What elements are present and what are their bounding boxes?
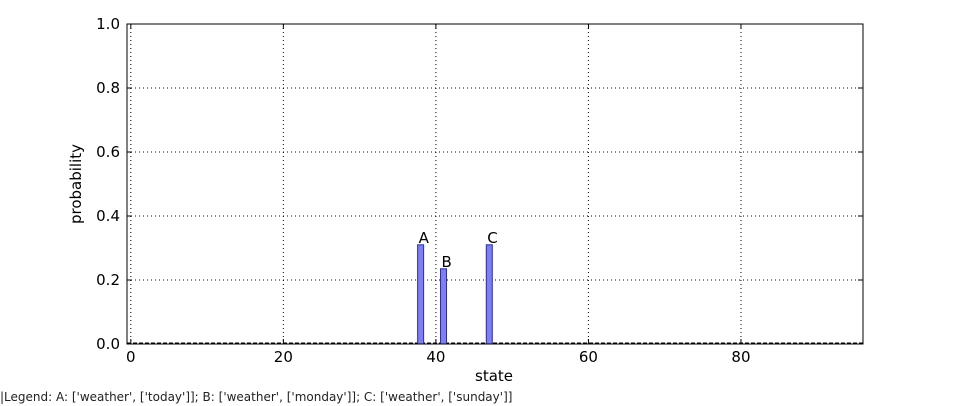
legend-caption: |Legend: A: ['weather', ['today']]; B: […	[0, 390, 513, 404]
bar-labels: AB C	[419, 229, 498, 271]
x-axis-label: state	[475, 367, 513, 385]
bar-label: A	[419, 229, 430, 247]
y-tick-label: 0.8	[96, 79, 120, 97]
bar-label: B	[442, 253, 452, 271]
x-tick-label: 40	[426, 348, 445, 366]
bars	[417, 244, 493, 345]
x-tick-label: 80	[731, 348, 750, 366]
grid-lines	[127, 23, 863, 345]
axis-ticks: 0.0 0.2 0.4 0.6 0.8 1.0 0 20 40 60 80	[96, 15, 863, 366]
plot-frame	[126, 23, 864, 345]
y-tick-label: 0.0	[96, 335, 120, 353]
bar	[417, 244, 425, 345]
bar-label: C	[487, 229, 497, 247]
y-tick-label: 0.6	[96, 143, 120, 161]
x-tick-label: 60	[579, 348, 598, 366]
bar-chart: AB C 0.0 0.2 0.4 0.6 0.8 1.0 0 20 40 60 80 state pr…	[67, 15, 864, 385]
y-axis-label: probability	[67, 144, 85, 224]
y-tick-label: 0.2	[96, 271, 120, 289]
y-tick-label: 0.4	[96, 207, 120, 225]
x-tick-label: 20	[274, 348, 293, 366]
bar	[485, 244, 493, 345]
y-tick-label: 1.0	[96, 15, 120, 33]
bar	[440, 268, 448, 345]
x-tick-label: 0	[126, 348, 136, 366]
